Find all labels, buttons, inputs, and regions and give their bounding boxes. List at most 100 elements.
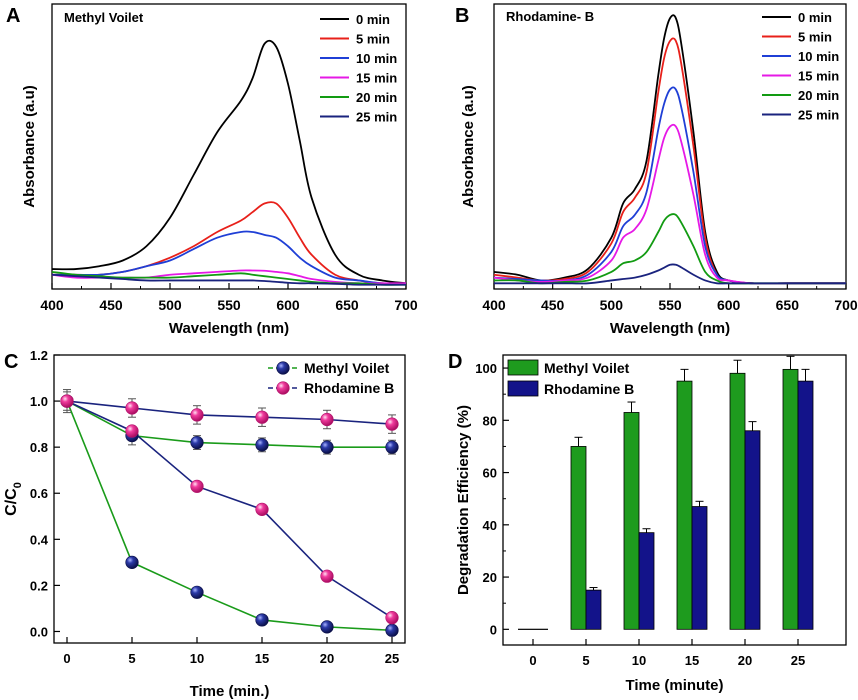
x-tick-label: 0: [63, 651, 70, 666]
plot-frame: [502, 354, 847, 646]
series-line: [66, 400, 393, 425]
x-tick-label: 500: [158, 297, 182, 313]
bar: [691, 506, 708, 630]
x-tick-label: 15: [685, 653, 699, 668]
y-tick-label: 0: [490, 622, 497, 637]
spectrum-line-10-min: [493, 86, 846, 285]
y-tick-label: 0.0: [30, 624, 48, 639]
series-line: [66, 400, 392, 448]
legend-label: Methyl Voilet: [304, 360, 390, 376]
legend-label: 5 min: [798, 30, 832, 45]
x-tick-label: 20: [738, 653, 752, 668]
y-axis-title-sub: 0: [12, 482, 24, 488]
data-point: [125, 401, 139, 415]
data-point: [255, 438, 269, 452]
bar: [676, 380, 693, 630]
bar: [782, 368, 799, 630]
spectrum-line-20-min: [493, 213, 846, 285]
y-tick-label: 60: [483, 466, 497, 481]
bar: [585, 589, 602, 630]
spectrum-line-0-min: [493, 14, 846, 285]
legend-label: Methyl Voilet: [544, 360, 630, 376]
data-point: [60, 394, 74, 408]
x-tick-label: 600: [276, 297, 300, 313]
x-tick-label: 5: [128, 651, 135, 666]
y-axis-title: Absorbance (a.u): [460, 85, 477, 208]
legend-label: 20 min: [798, 88, 839, 103]
legend-label: 25 min: [356, 110, 397, 125]
data-point: [255, 410, 269, 424]
x-tick-label: 400: [40, 297, 64, 313]
panel-letter: C: [4, 351, 18, 373]
data-point: [125, 555, 139, 569]
panel-title: Rhodamine- B: [506, 9, 594, 24]
x-tick-label: 600: [717, 297, 741, 313]
panel-letter: D: [448, 351, 462, 373]
x-tick-label: 5: [582, 653, 589, 668]
y-axis-title: Absorbance (a.u): [21, 85, 38, 208]
bar: [623, 412, 640, 630]
legend-label: 15 min: [356, 71, 397, 86]
legend-swatch-marker: [276, 381, 290, 395]
legend-label: 20 min: [356, 90, 397, 105]
data-point: [320, 620, 334, 634]
data-point: [190, 435, 204, 450]
legend-label: 10 min: [798, 49, 839, 64]
x-tick-label: 400: [482, 297, 506, 313]
data-point: [125, 424, 139, 438]
data-point: [320, 412, 334, 427]
spectrum-line-25-min: [494, 263, 846, 285]
plot-frame: [493, 3, 847, 290]
legend-label: 0 min: [356, 12, 390, 27]
data-point: [320, 569, 334, 583]
bar: [570, 446, 587, 630]
data-point: [385, 611, 399, 625]
legend-label: 0 min: [798, 10, 832, 25]
data-point: [190, 585, 204, 599]
panel-b-chart: 400 450 500 550 600 650 700 0 min 5 min 10 min 15 …: [455, 3, 858, 337]
legend-label: Rhodamine B: [304, 380, 394, 396]
y-tick-label: 0.8: [30, 440, 48, 455]
panel-letter: A: [6, 5, 20, 27]
legend-label: 10 min: [356, 51, 397, 66]
y-tick-label: 0.6: [30, 486, 48, 501]
y-tick-label: 0.4: [30, 532, 49, 547]
bar: [797, 380, 814, 630]
y-tick-label: 100: [475, 361, 497, 376]
spectrum-line-15-min: [493, 123, 846, 285]
x-tick-label: 700: [394, 297, 418, 313]
series-line: [66, 400, 393, 619]
x-tick-label: 20: [320, 651, 334, 666]
plot-frame: [51, 3, 407, 290]
bar: [744, 430, 761, 630]
x-tick-label: 650: [335, 297, 359, 313]
panel-c-chart: 0 5 10 15 20 25 0.0 0.2 0.4 0.6 0.8 1.0 1.2 Methyl Vo…: [3, 348, 406, 700]
x-tick-label: 15: [255, 651, 269, 666]
x-axis-title: Wavelength (nm): [610, 320, 730, 337]
spectrum-line-10-min: [52, 230, 407, 285]
plot-frame: [53, 354, 406, 644]
x-tick-label: 700: [834, 297, 858, 313]
bar: [638, 532, 655, 630]
legend-swatch: [507, 380, 539, 397]
y-axis-title: C/C0: [3, 482, 24, 516]
x-tick-label: 0: [529, 653, 536, 668]
x-axis-title: Time (minute): [625, 677, 723, 694]
y-tick-label: 20: [483, 570, 497, 585]
x-tick-label: 500: [600, 297, 624, 313]
x-tick-label: 550: [658, 297, 682, 313]
x-axis-title: Time (min.): [190, 683, 270, 700]
x-axis-title: Wavelength (nm): [169, 320, 289, 337]
legend-swatch: [507, 359, 539, 376]
x-tick-label: 10: [632, 653, 646, 668]
y-tick-label: 0.2: [30, 578, 48, 593]
data-point: [255, 613, 269, 627]
x-tick-label: 450: [541, 297, 565, 313]
panel-a-chart: 400 450 500 550 600 650 700 0 min 5 min 10 min 15 …: [6, 3, 418, 337]
data-point: [190, 479, 204, 493]
legend-swatch-marker: [276, 361, 290, 375]
x-tick-label: 25: [385, 651, 399, 666]
y-tick-label: 1.2: [30, 348, 48, 363]
x-tick-label: 10: [190, 651, 204, 666]
